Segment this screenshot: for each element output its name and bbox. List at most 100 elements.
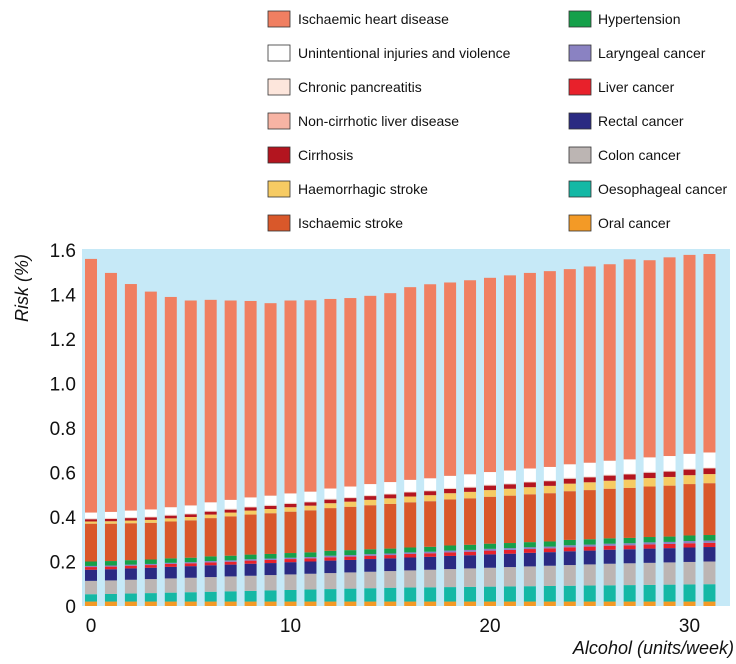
- bar-segment-chronic-pancreatitis-9: [264, 504, 277, 506]
- bar-segment-haemorrhagic-stroke-29: [663, 476, 676, 486]
- bar-segment-ischaemic-heart-disease-24: [563, 269, 576, 465]
- bar-segment-oral-cancer-6: [204, 601, 217, 606]
- bar-segment-liver-cancer-0: [85, 567, 97, 570]
- bar-segment-rectal-cancer-3: [144, 567, 157, 580]
- bar-segment-oesophageal-cancer-26: [603, 585, 616, 602]
- legend-label: Haemorrhagic stroke: [298, 181, 428, 197]
- bar-segment-oesophageal-cancer-21: [503, 586, 516, 602]
- bar-segment-haemorrhagic-stroke-28: [643, 478, 656, 487]
- bar-segment-oesophageal-cancer-16: [404, 587, 417, 602]
- legend: Ischaemic heart disease Unintentional inj…: [267, 10, 728, 232]
- legend-label: Ischaemic stroke: [298, 215, 403, 231]
- bar-segment-colon-cancer-11: [304, 573, 317, 590]
- bar-segment-ischaemic-heart-disease-15: [384, 293, 397, 483]
- bar-segment-laryngeal-cancer-21: [503, 548, 516, 550]
- y-tick-label: 1.4: [50, 286, 77, 307]
- legend-swatch: [267, 10, 291, 28]
- bar-segment-liver-cancer-1: [104, 566, 117, 570]
- bar-segment-ischaemic-stroke-6: [204, 518, 217, 557]
- bar-segment-hypertension-4: [164, 558, 177, 563]
- bar-segment-colon-cancer-3: [144, 579, 157, 594]
- bar-segment-oral-cancer-13: [344, 601, 357, 606]
- bar-segment-hypertension-18: [444, 545, 457, 551]
- bar-segment-unintentional-injuries-and-violence-6: [204, 502, 217, 511]
- bar-segment-ischaemic-stroke-18: [444, 499, 457, 546]
- bar-segment-hypertension-30: [683, 535, 696, 542]
- x-tick-label: 30: [679, 616, 700, 637]
- bar-segment-ischaemic-stroke-2: [124, 523, 137, 561]
- bar-segment-liver-cancer-25: [583, 546, 596, 551]
- bar-segment-oesophageal-cancer-8: [244, 590, 257, 602]
- bar-segment-unintentional-injuries-and-violence-20: [484, 472, 496, 485]
- bar-segment-colon-cancer-13: [344, 572, 357, 589]
- bar-segment-rectal-cancer-19: [464, 555, 477, 569]
- bar-segment-haemorrhagic-stroke-4: [164, 518, 177, 522]
- bar-segment-laryngeal-cancer-11: [304, 557, 317, 559]
- bar-segment-oesophageal-cancer-3: [144, 593, 157, 602]
- bar-segment-laryngeal-cancer-14: [364, 554, 377, 556]
- bar-segment-chronic-pancreatitis-21: [503, 483, 516, 484]
- bar-segment-oesophageal-cancer-18: [444, 587, 457, 602]
- bar-segment-colon-cancer-5: [184, 577, 197, 593]
- bar-segment-rectal-cancer-23: [543, 552, 556, 566]
- bar-segment-colon-cancer-30: [683, 561, 696, 585]
- bar-segment-chronic-pancreatitis-3: [144, 516, 157, 517]
- bar-segment-chronic-pancreatitis-16: [404, 491, 417, 493]
- bar-segment-hypertension-7: [224, 555, 237, 561]
- bar-segment-liver-cancer-20: [484, 550, 496, 555]
- y-tick-label: 1.0: [50, 375, 76, 396]
- bar-segment-liver-cancer-8: [244, 560, 257, 564]
- bar-segment-oesophageal-cancer-15: [384, 587, 397, 602]
- bar-segment-ischaemic-stroke-5: [184, 520, 197, 558]
- bar-segment-colon-cancer-22: [523, 566, 536, 587]
- bar-segment-colon-cancer-18: [444, 569, 457, 588]
- bar-segment-liver-cancer-13: [344, 556, 357, 560]
- bar-segment-unintentional-injuries-and-violence-1: [104, 511, 117, 518]
- bar-segment-chronic-pancreatitis-14: [364, 494, 377, 496]
- bar-segment-ischaemic-heart-disease-26: [603, 264, 616, 461]
- bar-segment-cirrhosis-30: [683, 469, 696, 476]
- bar-segment-laryngeal-cancer-9: [264, 558, 277, 560]
- bar-segment-cirrhosis-21: [503, 484, 516, 489]
- legend-swatch: [568, 78, 592, 96]
- bar-segment-oral-cancer-12: [324, 601, 337, 606]
- bar-segment-haemorrhagic-stroke-31: [703, 474, 716, 484]
- bar-segment-hypertension-23: [543, 541, 556, 547]
- y-tick-label: 1.6: [50, 241, 76, 262]
- bar-segment-colon-cancer-23: [543, 565, 556, 586]
- bar-segment-ischaemic-heart-disease-23: [543, 271, 556, 467]
- bar-segment-laryngeal-cancer-12: [324, 555, 337, 558]
- bar-segment-unintentional-injuries-and-violence-0: [85, 512, 97, 519]
- y-tick-label: 1.2: [50, 330, 76, 351]
- bar-segment-rectal-cancer-8: [244, 563, 257, 576]
- bar-segment-laryngeal-cancer-5: [184, 562, 197, 564]
- bar-segment-ischaemic-stroke-16: [404, 502, 417, 548]
- x-tick-label: 10: [280, 616, 301, 637]
- bar-segment-oral-cancer-18: [444, 601, 457, 606]
- bar-segment-unintentional-injuries-and-violence-28: [643, 457, 656, 472]
- bar-segment-oral-cancer-11: [304, 601, 317, 606]
- bar-segment-ischaemic-stroke-13: [344, 506, 357, 551]
- bar-segment-ischaemic-stroke-12: [324, 508, 337, 551]
- bar-segment-oesophageal-cancer-27: [623, 585, 636, 602]
- bar-segment-rectal-cancer-29: [663, 548, 676, 563]
- bar-segment-cirrhosis-23: [543, 481, 556, 486]
- bar-segment-chronic-pancreatitis-6: [204, 510, 217, 512]
- bar-segment-unintentional-injuries-and-violence-12: [324, 488, 337, 499]
- bar-segment-chronic-pancreatitis-20: [484, 484, 496, 486]
- bar-segment-haemorrhagic-stroke-8: [244, 510, 257, 515]
- legend-item-non-cirrhotic-liver-disease: Non-cirrhotic liver disease: [267, 112, 459, 130]
- bar-segment-hypertension-22: [523, 542, 536, 548]
- bar-segment-cirrhosis-4: [164, 515, 177, 519]
- bar-segment-unintentional-injuries-and-violence-22: [523, 468, 536, 482]
- bar-segment-cirrhosis-0: [85, 519, 97, 522]
- bar-segment-unintentional-injuries-and-violence-2: [124, 510, 137, 517]
- legend-label: Colon cancer: [598, 147, 681, 163]
- bar-segment-haemorrhagic-stroke-27: [623, 479, 636, 488]
- bar-segment-oesophageal-cancer-23: [543, 585, 556, 602]
- bar-segment-ischaemic-heart-disease-21: [503, 275, 516, 471]
- bar-segment-liver-cancer-17: [424, 553, 437, 557]
- bar-segment-chronic-pancreatitis-24: [563, 477, 576, 479]
- bar-segment-oesophageal-cancer-22: [523, 586, 536, 602]
- bar-segment-ischaemic-stroke-8: [244, 514, 257, 555]
